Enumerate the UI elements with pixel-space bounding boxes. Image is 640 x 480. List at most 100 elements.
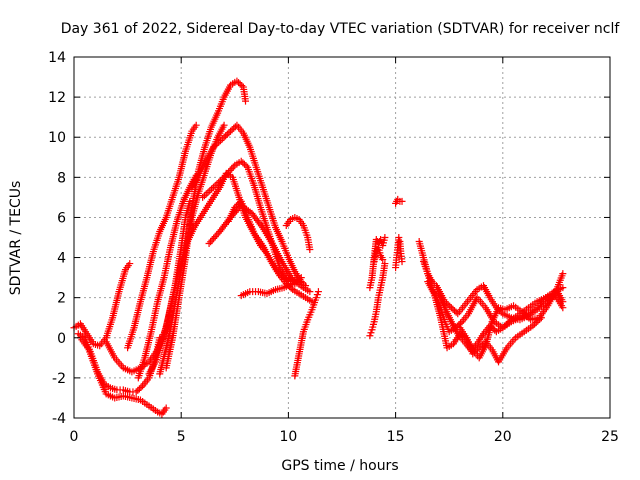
data-point-interp: [230, 124, 238, 132]
data-point: [398, 258, 406, 266]
y-axis-label: SDTVAR / TECUs: [8, 181, 24, 296]
y-tick-label: 14: [48, 50, 66, 66]
data-point-interp: [525, 314, 533, 322]
data-point: [233, 77, 241, 85]
data-point-interp: [238, 82, 246, 90]
series-track-14: [224, 197, 316, 306]
data-point-interp: [235, 79, 243, 87]
data-point: [237, 157, 245, 165]
plot-frame: [73, 56, 611, 419]
data-point-interp: [474, 345, 482, 353]
y-tick-label: 0: [57, 331, 66, 347]
data-point: [395, 234, 403, 241]
x-tick-label: 15: [387, 429, 405, 445]
data-point-interp: [313, 291, 321, 299]
y-tick-label: 6: [57, 210, 66, 226]
series-track-03: [76, 334, 170, 418]
data-point-interp: [137, 383, 145, 391]
data-point: [220, 121, 228, 129]
x-tick-label: 0: [70, 429, 79, 445]
y-tick-label: -4: [52, 411, 66, 427]
data-point: [499, 324, 507, 332]
data-point: [559, 284, 567, 292]
data-point-interp: [531, 320, 539, 328]
x-tick-label: 5: [177, 429, 186, 445]
data-point: [486, 322, 494, 330]
series-track-27: [456, 314, 545, 366]
tick-layer: -4 -2 0 2 4 6 8 10 12 14 0 5 10 15 20 25: [48, 50, 619, 445]
data-point-interp: [478, 341, 486, 349]
data-point-interp: [210, 234, 218, 242]
y-tick-label: 12: [48, 90, 66, 106]
data-point-interp: [472, 347, 480, 355]
x-tick-label: 25: [601, 429, 619, 445]
data-point-interp: [228, 126, 236, 134]
series-track-05: [124, 121, 200, 352]
series-track-22: [392, 234, 406, 272]
data-point: [302, 282, 310, 290]
data-point: [559, 304, 567, 312]
data-point-interp: [228, 165, 236, 173]
data-point: [242, 97, 250, 105]
series-track-26: [434, 290, 567, 354]
data-point-interp: [211, 233, 219, 241]
data-point: [186, 197, 194, 205]
series-track-18: [366, 260, 389, 340]
data-point-interp: [477, 342, 485, 350]
series-track-15: [237, 274, 305, 300]
data-point: [559, 270, 567, 278]
data-point-interp: [223, 130, 231, 138]
data-point-interp: [451, 307, 459, 315]
series-track-16: [282, 213, 314, 254]
data-point-interp: [222, 132, 230, 140]
data-point-interp: [239, 159, 247, 167]
data-point: [366, 332, 374, 340]
data-point-interp: [444, 301, 452, 309]
data-point-interp: [523, 313, 531, 321]
data-point: [220, 133, 228, 141]
series-track-01: [70, 260, 134, 350]
x-tick-label: 20: [494, 429, 512, 445]
data-point: [126, 260, 134, 268]
data-point-interp: [502, 321, 510, 329]
data-point: [132, 388, 140, 396]
series-track-21: [392, 195, 406, 207]
data-point-interp: [367, 329, 375, 337]
data-point: [537, 314, 545, 322]
y-tick-label: -2: [52, 371, 66, 387]
y-tick-label: 8: [57, 170, 66, 186]
data-point-interp: [470, 348, 478, 356]
series-track-06: [134, 171, 200, 382]
data-point-interp: [135, 385, 143, 393]
data-point-interp: [501, 322, 509, 330]
data-point-interp: [455, 321, 463, 329]
data-point: [205, 240, 213, 248]
data-point: [398, 197, 406, 205]
series-track-20: [370, 244, 387, 266]
data-point-interp: [489, 325, 497, 333]
y-tick-label: 10: [48, 130, 66, 146]
data-point-interp: [134, 386, 142, 394]
data-point: [297, 274, 305, 282]
data-point-interp: [534, 317, 542, 325]
data-point-interp: [242, 162, 250, 170]
series-track-13: [205, 201, 299, 288]
data-point-interp: [506, 317, 514, 325]
data-point-interp: [449, 305, 457, 313]
data-point: [227, 127, 235, 135]
data-point: [306, 288, 314, 296]
data-point-interp: [229, 163, 237, 171]
y-tick-label: 4: [57, 251, 66, 267]
data-point-interp: [240, 160, 248, 168]
data-point: [192, 121, 200, 129]
data-point: [529, 322, 537, 330]
data-layer: [70, 77, 567, 418]
data-point: [162, 404, 170, 412]
data-point-interp: [213, 231, 221, 239]
data-point: [381, 260, 389, 268]
data-point-interp: [536, 315, 544, 323]
data-point: [314, 288, 322, 296]
data-point: [312, 294, 320, 302]
